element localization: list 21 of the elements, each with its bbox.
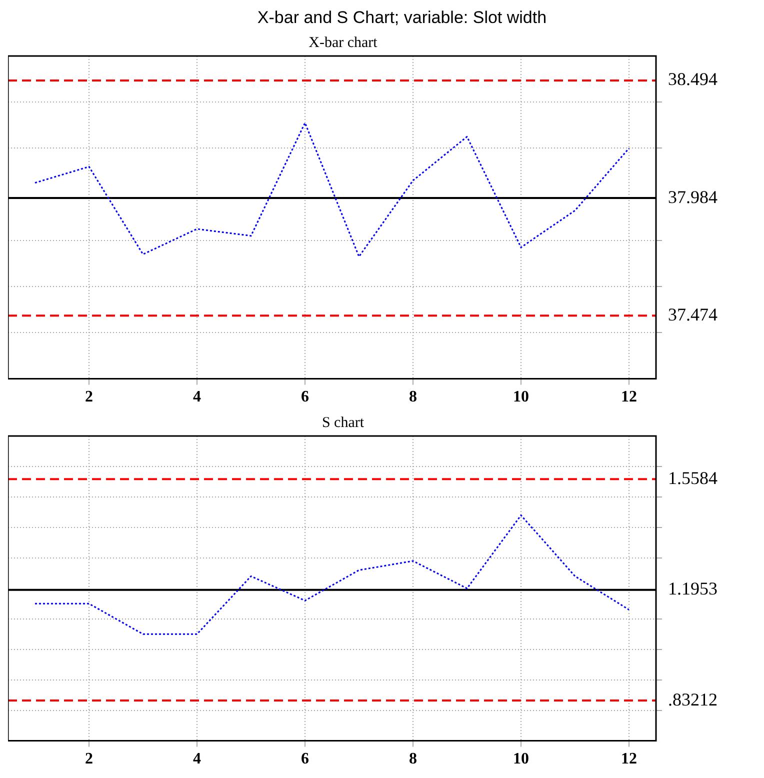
chart-title: X-bar and S Chart; variable: Slot width (256, 8, 548, 29)
chart-subtitle: X-bar chart (308, 34, 378, 51)
x-tick-label: 6 (301, 388, 309, 406)
chart-title: S chart (322, 414, 365, 431)
x-tick-label: 10 (513, 750, 529, 768)
x-tick-label: 8 (409, 388, 417, 406)
x-tick-label: 8 (409, 750, 417, 768)
x-tick-label: 12 (621, 388, 637, 406)
ref-line-label: 1.5584 (668, 468, 718, 488)
ref-line-label: 37.984 (668, 186, 718, 207)
ref-line-label: .83212 (668, 689, 718, 710)
x-tick-label: 2 (85, 388, 93, 406)
ref-line-label: 38.494 (668, 69, 718, 90)
x-tick-label: 2 (85, 750, 93, 768)
x-tick-label: 12 (621, 750, 637, 768)
ref-line-label: 1.1953 (668, 578, 718, 599)
ref-line-label: 37.474 (668, 304, 718, 324)
x-tick-label: 4 (193, 388, 201, 406)
x-tick-label: 4 (193, 750, 201, 768)
x-tick-label: 6 (301, 750, 309, 768)
x-tick-label: 10 (513, 388, 529, 406)
